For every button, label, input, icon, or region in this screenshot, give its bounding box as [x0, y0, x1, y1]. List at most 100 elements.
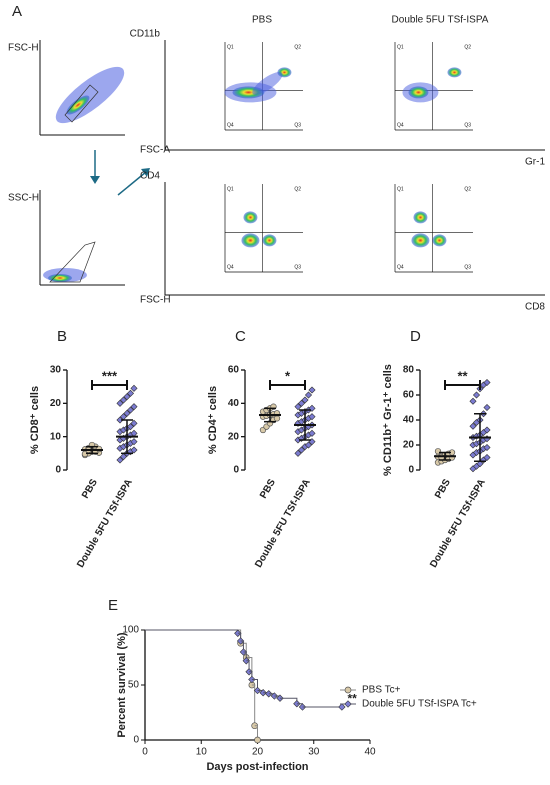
y-tick-label: 10	[50, 431, 62, 442]
panel-label: D	[410, 328, 421, 345]
survival-step	[145, 629, 242, 644]
data-point	[297, 399, 306, 407]
data-point	[304, 391, 313, 399]
data-point	[304, 441, 313, 449]
cell-core	[411, 233, 430, 248]
arrow-head	[90, 176, 100, 184]
y-axis-title: Percent survival (%)	[116, 632, 128, 737]
data-point	[308, 413, 316, 421]
data-point	[472, 391, 481, 399]
data-point	[126, 406, 135, 414]
column-title: Double 5FU TSf-ISPA	[392, 15, 489, 26]
y-tick-label: 40	[403, 415, 415, 426]
data-point	[116, 416, 124, 424]
y-tick-label: 80	[403, 365, 415, 376]
survival-step	[251, 684, 256, 726]
cell-cloud	[55, 66, 125, 124]
data-point	[483, 403, 491, 412]
data-point	[483, 426, 491, 434]
quadrant-label: Q2	[294, 44, 301, 50]
data-point	[119, 453, 128, 461]
data-point	[123, 409, 131, 417]
data-point	[130, 429, 138, 437]
quadrant-label: Q3	[464, 122, 471, 128]
y-tick-label: 20	[228, 431, 240, 442]
gate	[49, 241, 96, 283]
y-tick-label: 40	[228, 398, 240, 409]
data-point	[116, 456, 124, 464]
x-axis-label: FSC-A	[140, 145, 170, 156]
data-point	[119, 413, 128, 421]
y-tick-label: 0	[233, 465, 239, 476]
arrow-head	[141, 168, 150, 177]
y-axis-title: % CD4⁺ cells	[207, 386, 219, 454]
x-axis-title: Days post-infection	[206, 761, 308, 773]
legend-marker	[344, 686, 352, 694]
x-tick-label: 40	[364, 747, 376, 758]
x-tick-label: PBS	[433, 477, 453, 501]
x-axis-label: CD8	[525, 302, 545, 313]
data-point	[294, 403, 302, 411]
quadrant-label: Q2	[464, 44, 471, 50]
y-tick-label: 100	[122, 625, 139, 636]
significance: **	[457, 368, 468, 383]
data-point	[130, 446, 138, 454]
x-tick-label: 0	[142, 747, 148, 758]
y-tick-label: 60	[403, 390, 415, 401]
x-tick-label: 10	[196, 747, 208, 758]
data-point	[476, 460, 484, 468]
data-point	[130, 419, 138, 427]
significance: ***	[102, 368, 118, 383]
quadrant-label: Q1	[227, 186, 234, 192]
data-point	[126, 423, 135, 431]
y-axis-label: SSC-H	[8, 193, 39, 204]
cell-core	[241, 233, 260, 248]
arrow	[117, 171, 147, 196]
legend-label: PBS Tc+	[362, 685, 401, 696]
panel-label: A	[12, 3, 22, 20]
column-title: PBS	[252, 15, 272, 26]
x-axis-label: Gr-1	[525, 157, 545, 168]
data-point	[308, 386, 316, 394]
annotation: **	[348, 691, 358, 705]
data-point	[126, 389, 135, 397]
data-point	[297, 446, 306, 454]
y-tick-label: 30	[50, 365, 62, 376]
survival-marker	[248, 675, 256, 684]
y-tick-label: 50	[128, 680, 140, 691]
cell-core	[447, 67, 462, 78]
y-tick-label: 0	[408, 465, 414, 476]
data-point	[130, 438, 138, 446]
legend-marker	[344, 700, 352, 708]
survival-marker	[254, 736, 261, 744]
y-axis-title: % CD11b⁺ Gr-1⁺ cells	[382, 364, 394, 476]
survival-step	[145, 629, 239, 634]
data-point	[294, 449, 302, 457]
cell-core	[66, 95, 90, 115]
quadrant-label: Q3	[464, 264, 471, 270]
survival-step	[254, 725, 258, 740]
data-point	[308, 429, 316, 437]
survival-marker	[338, 703, 346, 711]
y-axis-title: % CD8⁺ cells	[29, 386, 41, 454]
survival-marker	[239, 648, 248, 656]
data-point	[483, 443, 491, 452]
cell-core	[262, 234, 277, 247]
legend-label: Double 5FU TSf-ISPA Tc+	[362, 699, 477, 710]
x-tick-label: 30	[308, 747, 320, 758]
gate	[64, 84, 99, 123]
quadrant-label: Q4	[397, 122, 404, 128]
cell-core	[413, 211, 428, 224]
cell-core	[432, 234, 447, 247]
cell-core	[408, 86, 429, 99]
quadrant-label: Q2	[464, 186, 471, 192]
y-tick-label: 60	[228, 365, 240, 376]
y-axis-label: CD4	[140, 171, 160, 182]
data-point	[123, 393, 131, 401]
panel-label: E	[108, 597, 118, 614]
y-tick-label: 0	[55, 465, 61, 476]
quadrant-label: Q1	[227, 44, 234, 50]
y-axis-label: FSC-H	[8, 43, 39, 54]
data-point	[301, 396, 309, 404]
data-point	[130, 403, 138, 411]
